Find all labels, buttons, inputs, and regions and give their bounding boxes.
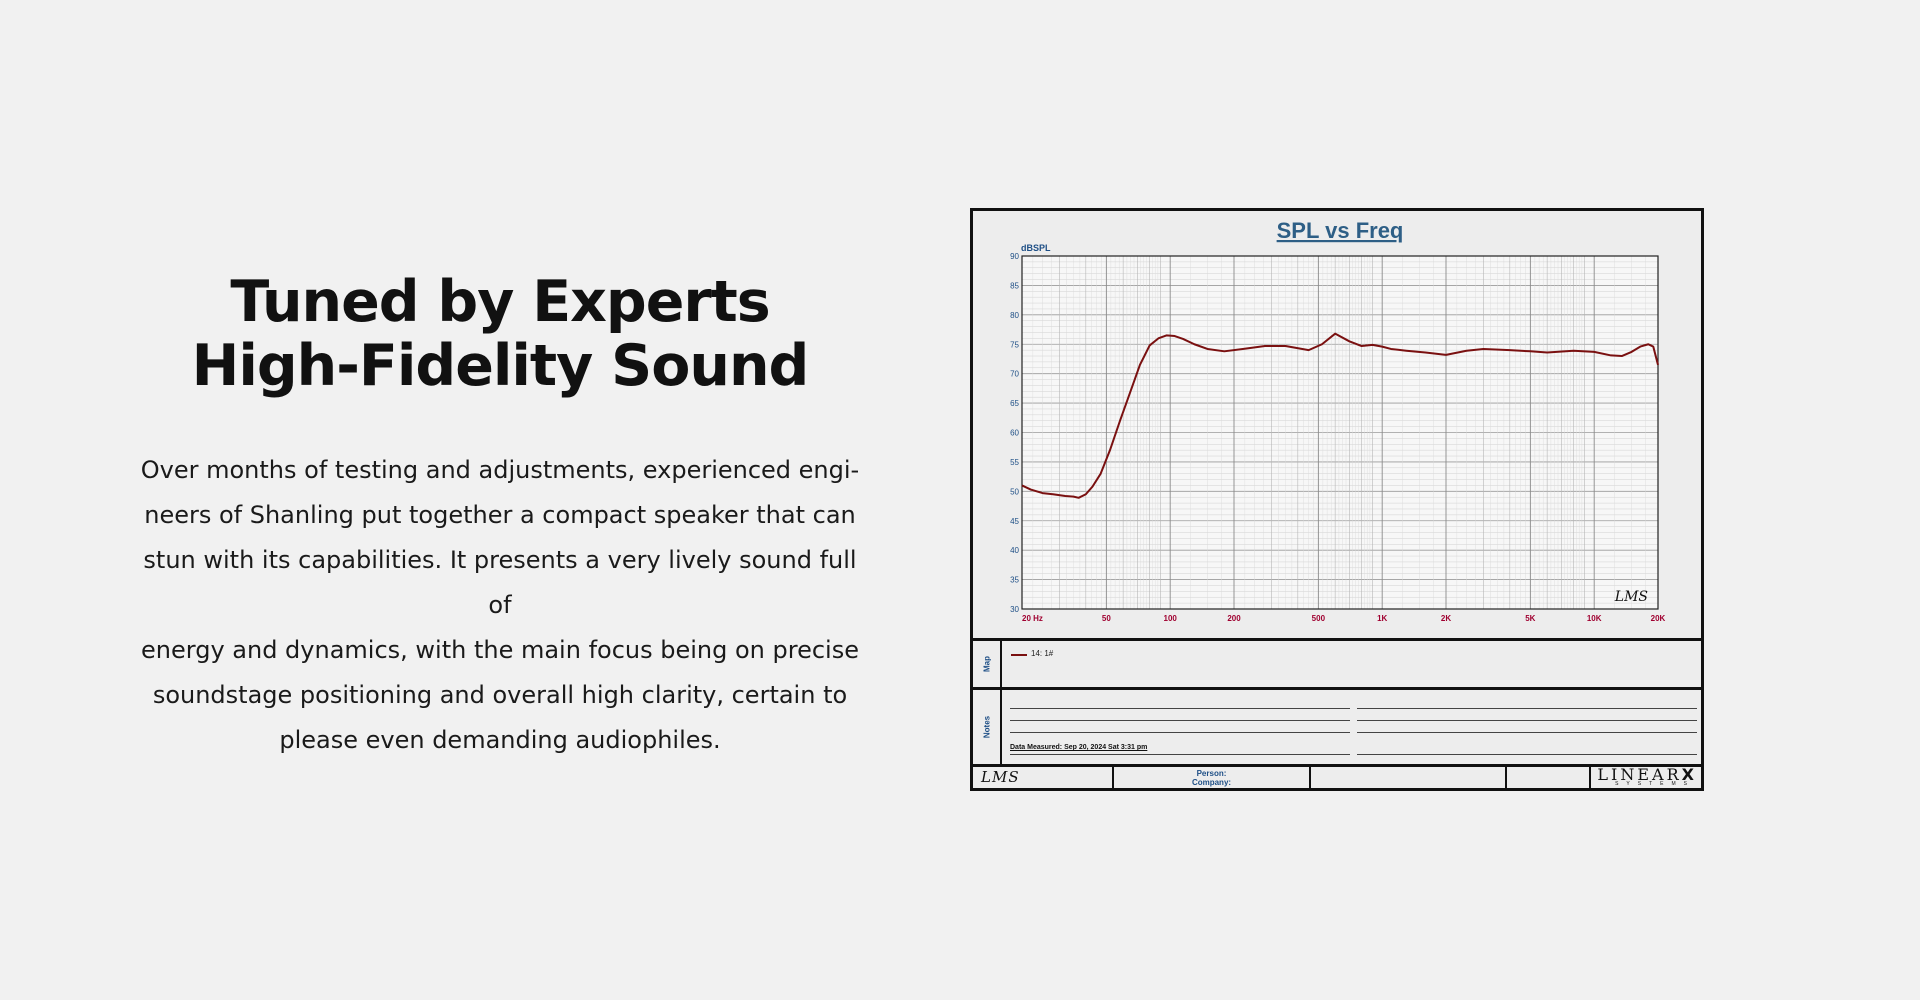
footer-person-cell: Person: Company: <box>1114 767 1311 788</box>
company-label: Company: <box>1191 778 1232 787</box>
x-tick-label: 500 <box>1312 614 1326 623</box>
body-line: please even demanding audiophiles. <box>279 726 721 754</box>
notes-label: Notes <box>982 715 991 739</box>
body-line: energy and dynamics, with the main focus… <box>141 636 859 664</box>
y-tick-label: 30 <box>1010 605 1019 614</box>
body-line: stun with its capabilities. It presents … <box>143 546 857 619</box>
y-tick-label: 85 <box>1010 281 1019 290</box>
notes-section: Notes Data Measured: Sep 20, 2024 Sat 3:… <box>973 690 1701 767</box>
headline-line-1: Tuned by Experts <box>230 269 770 335</box>
headline: Tuned by Experts High-Fidelity Sound <box>100 270 900 398</box>
plot-frame <box>1021 255 1659 610</box>
footer-brand-cell: LINEARX SYSTEMS <box>1591 767 1701 788</box>
note-line <box>1010 754 1350 755</box>
y-tick-label: 75 <box>1010 340 1019 349</box>
linearx-subtitle: SYSTEMS <box>1615 781 1695 787</box>
map-section: Map 14: 1# <box>973 641 1701 690</box>
y-tick-label: 55 <box>1010 458 1019 467</box>
note-line <box>1357 754 1697 755</box>
x-tick-label: 1K <box>1377 614 1387 623</box>
legend-entry: 14: 1# <box>1031 649 1054 658</box>
y-tick-label: 65 <box>1010 399 1019 408</box>
y-tick-label: 80 <box>1010 311 1019 320</box>
note-line <box>1357 708 1697 709</box>
linearx-logo: LINEARX <box>1597 767 1697 783</box>
note-line <box>1357 732 1697 733</box>
body-line: soundstage positioning and overall high … <box>152 681 848 709</box>
footer-section: LMS Person: Company: LINEARX SYSTEMS <box>973 767 1701 788</box>
headline-line-2: High-Fidelity Sound <box>191 333 810 399</box>
y-tick-label: 50 <box>1010 487 1019 496</box>
x-tick-label: 2K <box>1441 614 1451 623</box>
plot-area: SPL vs Freq dBSPL 30 35 40 45 50 55 60 65 70 75 80 85… <box>973 211 1701 641</box>
body-line: Over months of testing and adjustments, … <box>140 456 860 484</box>
lms-logo: LMS <box>981 768 1020 786</box>
y-tick-label: 70 <box>1010 370 1019 379</box>
y-tick-label: 35 <box>1010 576 1019 585</box>
frequency-response-sheet: SPL vs Freq dBSPL 30 35 40 45 50 55 60 65 70 75 80 85… <box>970 208 1704 791</box>
person-label: Person: <box>1196 769 1227 778</box>
footer-blank-cell <box>1311 767 1507 788</box>
note-line <box>1010 708 1350 709</box>
x-tick-label: 10K <box>1587 614 1602 623</box>
footer-logo-cell: LMS <box>973 767 1114 788</box>
legend-swatch <box>1011 654 1027 656</box>
feature-text-block: Tuned by Experts High-Fidelity Sound Ove… <box>100 270 900 763</box>
spl-curve-141 <box>1021 332 1659 499</box>
x-tick-label: 100 <box>1164 614 1178 623</box>
y-axis-label: dBSPL <box>1021 243 1051 253</box>
chart-title: SPL vs Freq <box>1277 218 1404 243</box>
x-tick-label: 20 Hz <box>1022 614 1043 623</box>
data-measured-text: Data Measured: Sep 20, 2024 Sat 3:31 pm <box>1010 744 1148 751</box>
map-side-label: Map <box>973 641 1002 687</box>
notes-side-label: Notes <box>973 690 1002 764</box>
linearx-brand-mark: X <box>1681 765 1697 784</box>
map-label: Map <box>982 656 991 672</box>
spl-chart: SPL vs Freq dBSPL 30 35 40 45 50 55 60 65 70 75 80 85… <box>1010 218 1666 623</box>
footer-blank-cell <box>1507 767 1591 788</box>
body-paragraph: Over months of testing and adjustments, … <box>130 448 870 763</box>
x-tick-label: 50 <box>1102 614 1111 623</box>
x-tick-label: 200 <box>1227 614 1241 623</box>
y-tick-label: 40 <box>1010 546 1019 555</box>
note-line <box>1357 720 1697 721</box>
y-tick-label: 90 <box>1010 252 1019 261</box>
x-tick-label: 5K <box>1525 614 1535 623</box>
y-tick-label: 45 <box>1010 517 1019 526</box>
note-line <box>1010 720 1350 721</box>
note-line <box>1010 732 1350 733</box>
linearx-brand-text: LINEAR <box>1597 765 1682 784</box>
y-tick-label: 60 <box>1010 429 1019 438</box>
x-tick-label: 20K <box>1651 614 1666 623</box>
lms-plot-watermark: LMS <box>1614 589 1648 605</box>
body-line: neers of Shanling put together a compact… <box>144 501 856 529</box>
